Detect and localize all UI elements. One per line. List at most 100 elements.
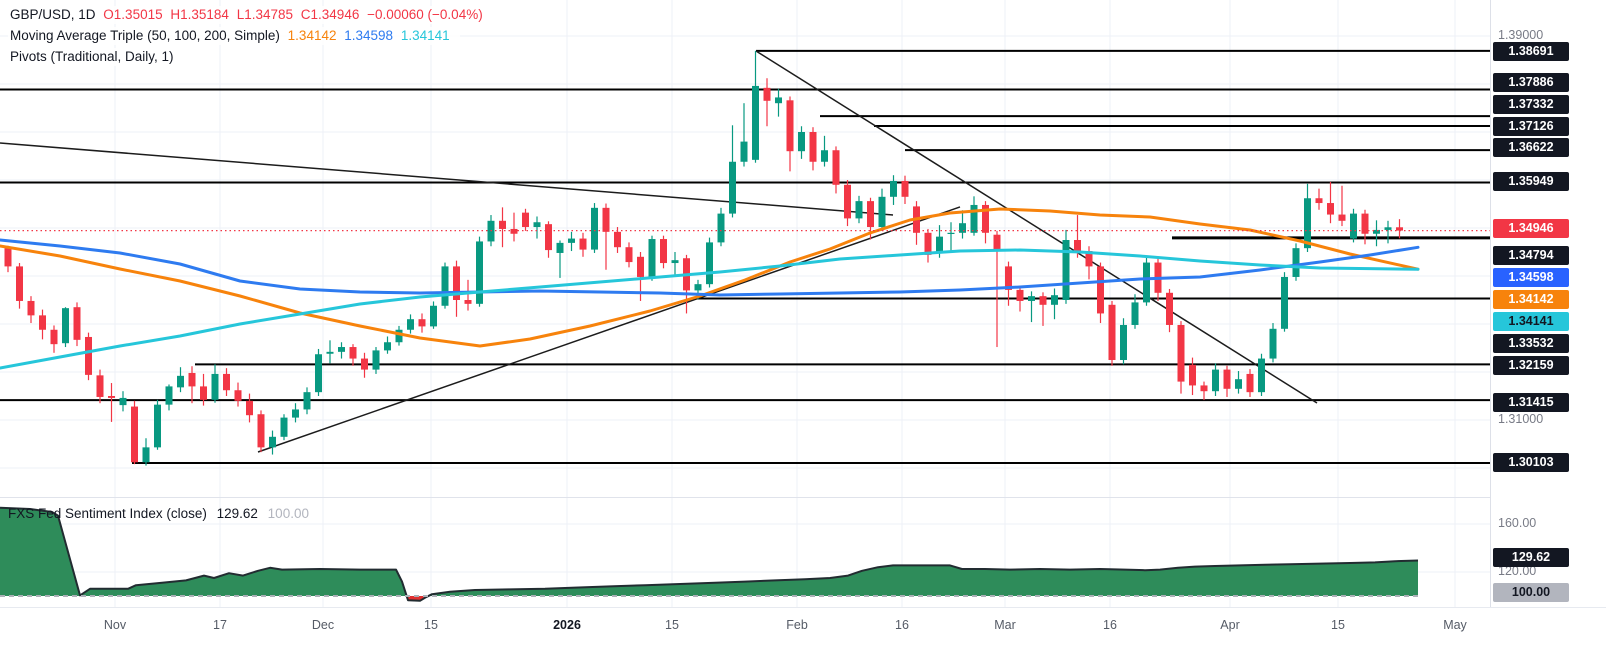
candle-body[interactable] [855,201,863,219]
candle-body[interactable] [1258,358,1265,393]
candle-body[interactable] [1338,214,1346,221]
candle-body[interactable] [568,238,575,243]
candle-body[interactable] [591,207,598,250]
candle-body[interactable] [1131,302,1139,325]
candle-body[interactable] [522,212,529,228]
symbol-legend-row[interactable]: GBP/USD, 1D O1.35015 H1.35184 L1.34785 C… [8,6,493,24]
candle-body[interactable] [924,232,932,255]
candle-body[interactable] [165,386,173,405]
candle-body[interactable] [1051,295,1058,305]
candle-body[interactable] [50,329,58,345]
candle-body[interactable] [947,232,955,234]
candle-body[interactable] [752,85,759,160]
candle-body[interactable] [361,358,368,370]
candle-body[interactable] [1361,213,1369,234]
pane-separator[interactable] [0,497,1606,498]
candle-body[interactable] [257,414,265,448]
candle-body[interactable] [372,350,380,370]
candle-body[interactable] [441,266,449,306]
candle-body[interactable] [246,400,253,416]
candle-body[interactable] [200,386,207,400]
candle-body[interactable] [326,351,334,354]
candle-body[interactable] [533,222,541,228]
candle-body[interactable] [1062,240,1070,300]
candle-body[interactable] [890,180,897,197]
candle-body[interactable] [660,239,667,264]
candle-body[interactable] [1292,248,1300,277]
candle-body[interactable] [338,347,345,352]
candle-body[interactable] [671,260,679,264]
candle-body[interactable] [1327,203,1334,215]
candle-body[interactable] [188,372,196,387]
candle-body[interactable] [234,390,242,401]
candle-body[interactable] [959,223,966,233]
candle-body[interactable] [85,336,92,375]
candle-body[interactable] [1074,240,1081,252]
ma-legend-row[interactable]: Moving Average Triple (50, 100, 200, Sim… [8,27,493,45]
candle-body[interactable] [775,97,782,104]
candle-body[interactable] [844,184,851,219]
candle-body[interactable] [1005,266,1012,290]
candle-body[interactable] [740,141,748,162]
candle-body[interactable] [729,161,736,214]
candle-body[interactable] [1200,385,1208,392]
candle-body[interactable] [832,150,840,185]
candle-body[interactable] [499,220,506,229]
candle-body[interactable] [1039,296,1047,305]
candle-body[interactable] [1166,292,1173,325]
candle-body[interactable] [786,100,794,152]
trendline[interactable] [257,206,961,453]
candle-body[interactable] [476,241,483,304]
candle-body[interactable] [1350,213,1357,239]
candle-body[interactable] [763,87,771,101]
candle-body[interactable] [418,319,426,327]
candle-body[interactable] [798,132,805,152]
candle-body[interactable] [211,373,219,400]
candle-body[interactable] [223,373,230,391]
candle-body[interactable] [1396,227,1403,231]
candle-body[interactable] [625,247,633,263]
candle-body[interactable] [809,132,817,162]
candle-body[interactable] [1281,276,1288,329]
candle-body[interactable] [1177,324,1185,382]
candle-body[interactable] [510,228,518,234]
sma200-line[interactable] [0,248,1420,370]
candle-body[interactable] [1246,373,1254,393]
candle-body[interactable] [464,300,472,304]
candle-body[interactable] [936,236,943,254]
candle-body[interactable] [1097,266,1104,314]
candle-body[interactable] [154,404,161,448]
candle-body[interactable] [614,231,621,248]
candle-body[interactable] [556,242,564,253]
candle-body[interactable] [1304,198,1311,249]
candle-body[interactable] [315,354,322,393]
candle-body[interactable] [96,375,104,397]
sma100-line[interactable] [0,238,1420,297]
candle-body[interactable] [108,396,115,398]
candle-body[interactable] [1315,198,1323,204]
candle-body[interactable] [1143,262,1150,303]
candle-body[interactable] [1085,251,1093,267]
candle-body[interactable] [1235,379,1242,389]
candle-body[interactable] [4,248,12,267]
candle-body[interactable] [901,180,909,197]
candle-body[interactable] [993,234,1001,251]
candle-body[interactable] [1212,369,1219,392]
candle-body[interactable] [579,238,587,250]
candle-body[interactable] [349,347,357,359]
candle-body[interactable] [16,266,23,301]
trendline[interactable] [755,50,1318,404]
candle-body[interactable] [453,266,460,300]
candle-body[interactable] [602,207,610,232]
candle-body[interactable] [280,417,288,437]
candle-body[interactable] [384,342,391,351]
candle-body[interactable] [177,375,184,388]
candle-body[interactable] [39,315,46,330]
candle-body[interactable] [1108,304,1116,360]
candle-body[interactable] [1016,289,1024,301]
candle-body[interactable] [1120,324,1127,360]
candle-body[interactable] [648,239,656,277]
candle-body[interactable] [1373,229,1380,234]
pivots-legend-row[interactable]: Pivots (Traditional, Daily, 1) [8,48,493,66]
candle-body[interactable] [982,204,989,233]
